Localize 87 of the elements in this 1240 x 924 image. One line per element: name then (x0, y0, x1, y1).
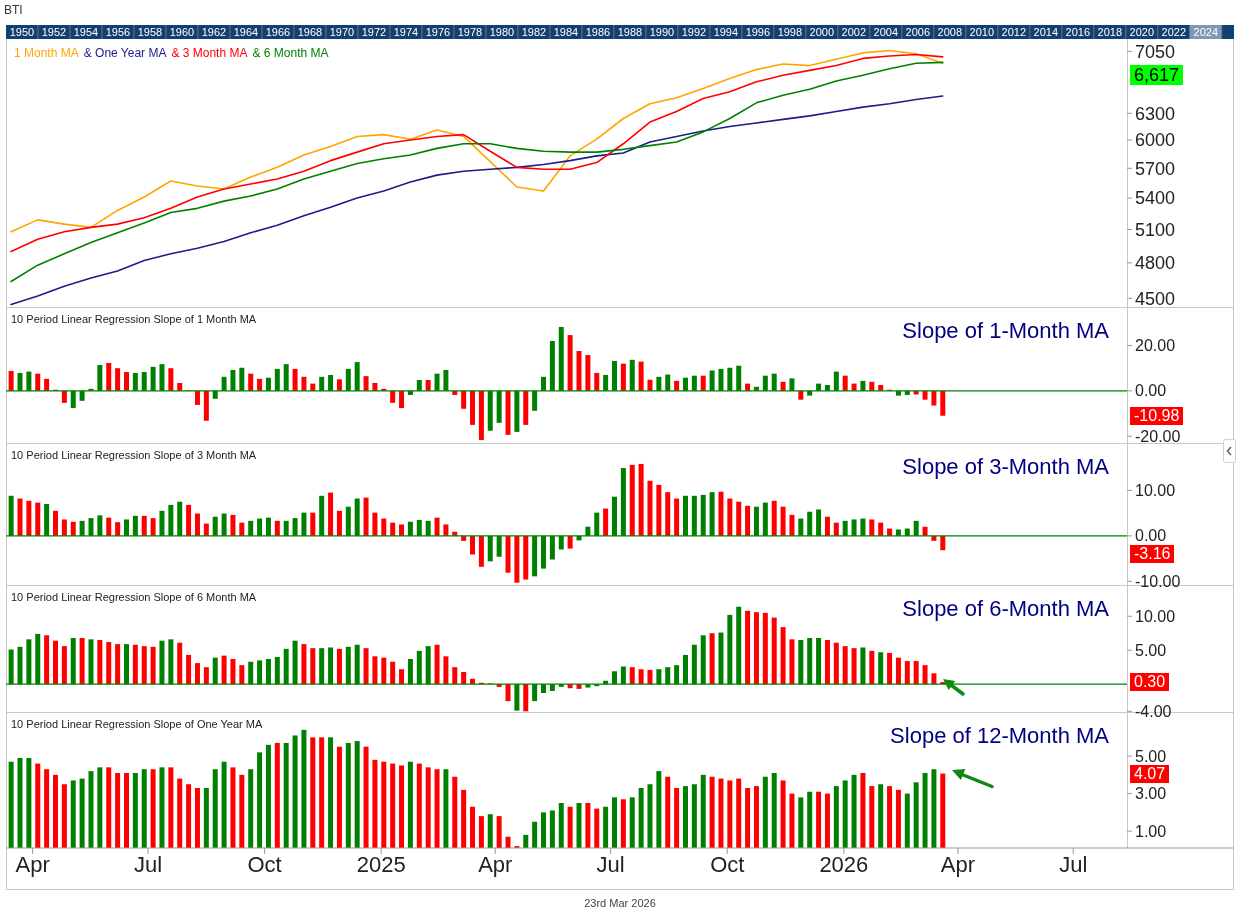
y-tick-label: 10.00 (1135, 607, 1176, 625)
x2-tick-label: 2016 (1065, 25, 1091, 38)
y-tick-label: 4800 (1135, 253, 1176, 274)
x2-tick-label: 1990 (649, 25, 675, 38)
x2-tick-label: 1988 (617, 25, 643, 38)
y-tick-label: 10.00 (1135, 481, 1176, 499)
x2-tick-label: 1964 (233, 25, 259, 38)
text: 10 Period Linear Regression Slope of 6 Month MA (11, 591, 257, 603)
x2-tick-label: 1952 (41, 25, 67, 38)
x2-tick-label: 1982 (521, 25, 547, 38)
text: 10 Period Linear Regression Slope of One Year MA (11, 718, 263, 730)
y-tick-label: 5100 (1135, 219, 1176, 240)
text: & One Year MA (83, 46, 167, 60)
x-tick-label: Apr (478, 851, 513, 877)
text: 10 Period Linear Regression Slope of 1 Month MA (11, 313, 257, 325)
x2-tick-label: 1998 (777, 25, 803, 38)
x2-tick-label: 2002 (841, 25, 867, 38)
text: Slope of 1-Month MA (902, 318, 1109, 344)
x2-tick-label: 1976 (425, 25, 451, 38)
y-tick-label: 3.00 (1135, 785, 1167, 803)
x2-tick-label: 2014 (1033, 25, 1059, 38)
x2-tick-label: 1960 (169, 25, 195, 38)
x2-tick-label: 1972 (361, 25, 387, 38)
x2-tick-label: 2004 (873, 25, 899, 38)
text: 1 Month MA (14, 46, 79, 60)
x2-tick-label: 1956 (105, 25, 131, 38)
y-tick-label: 0.00 (1135, 382, 1167, 400)
x2-tick-label: 2000 (809, 25, 835, 38)
x2-tick-label: 2022 (1161, 25, 1187, 38)
x2-tick-label: 1968 (297, 25, 323, 38)
annotation: 0.30 (1130, 673, 1170, 692)
y-tick-label: 20.00 (1135, 337, 1176, 355)
y-tick-label: 5700 (1135, 158, 1176, 179)
x-tick-label: Jul (596, 851, 625, 877)
x2-tick-label: 1984 (553, 25, 579, 38)
x2-tick-label: 2006 (905, 25, 931, 38)
x-tick-label: 2026 (819, 851, 869, 877)
annotation: -10.98 (1130, 406, 1184, 425)
x2-tick-label: 2020 (1129, 25, 1155, 38)
annotation: 6,617 (1130, 65, 1184, 85)
x-tick-label: Jul (133, 851, 163, 877)
y-tick-label: -10.00 (1135, 572, 1181, 590)
y-tick-label: 5.00 (1135, 641, 1167, 659)
y-tick-label: 1.00 (1135, 822, 1167, 840)
x2-tick-label: 1950 (9, 25, 35, 38)
chart-title: BTI (4, 3, 23, 17)
y-tick-label: 6000 (1135, 130, 1176, 151)
annotation: 4.07 (1130, 765, 1170, 784)
x2-tick-label: 1962 (201, 25, 227, 38)
x-tick-label: Oct (710, 851, 745, 877)
x-tick-label: Apr (940, 851, 976, 877)
text: Slope of 3-Month MA (902, 454, 1109, 480)
y-tick-label: 0.00 (1135, 527, 1167, 545)
y-tick-label: 5.00 (1135, 747, 1167, 765)
text: Slope of 12-Month MA (890, 723, 1109, 749)
x2-tick-label: 1980 (489, 25, 515, 38)
x2-tick-label: 1978 (457, 25, 483, 38)
x2-tick-label: 1992 (681, 25, 707, 38)
x2-tick-label: 2024 (1193, 25, 1219, 38)
x2-tick-label: 1974 (393, 25, 419, 38)
y-tick-label: -20.00 (1135, 427, 1181, 445)
x2-tick-label: 1986 (585, 25, 611, 38)
x2-tick-label: 1954 (73, 25, 99, 38)
x-tick-label: Jul (1059, 851, 1088, 877)
annotation: -3.16 (1130, 545, 1175, 564)
x2-tick-label: 2010 (969, 25, 995, 38)
y-tick-label: 7050 (1135, 41, 1176, 62)
x2-tick-label: 1966 (265, 25, 291, 38)
y-tick-label: -4.00 (1135, 702, 1172, 720)
text: Slope of 6-Month MA (902, 596, 1109, 622)
x2-tick-label: 1994 (713, 25, 739, 38)
y-tick-label: 5400 (1135, 188, 1176, 209)
x-tick-label: 2025 (356, 851, 406, 877)
y-tick-label: 4500 (1135, 288, 1176, 309)
x2-tick-label: 1958 (137, 25, 163, 38)
x2-tick-label: 1996 (745, 25, 771, 38)
text: 10 Period Linear Regression Slope of 3 Month MA (11, 449, 257, 461)
x-tick-label: Apr (15, 851, 50, 877)
text: & 6 Month MA (252, 46, 329, 60)
x2-tick-label: 2012 (1001, 25, 1027, 38)
text: 23rd Mar 2026 (583, 897, 657, 909)
x-tick-label: Oct (247, 851, 282, 877)
x2-tick-label: 1970 (329, 25, 355, 38)
y-tick-label: 6300 (1135, 103, 1176, 124)
x2-tick-label: 2018 (1097, 25, 1123, 38)
x2-tick-label: 2008 (937, 25, 963, 38)
text: & 3 Month MA (171, 46, 248, 60)
